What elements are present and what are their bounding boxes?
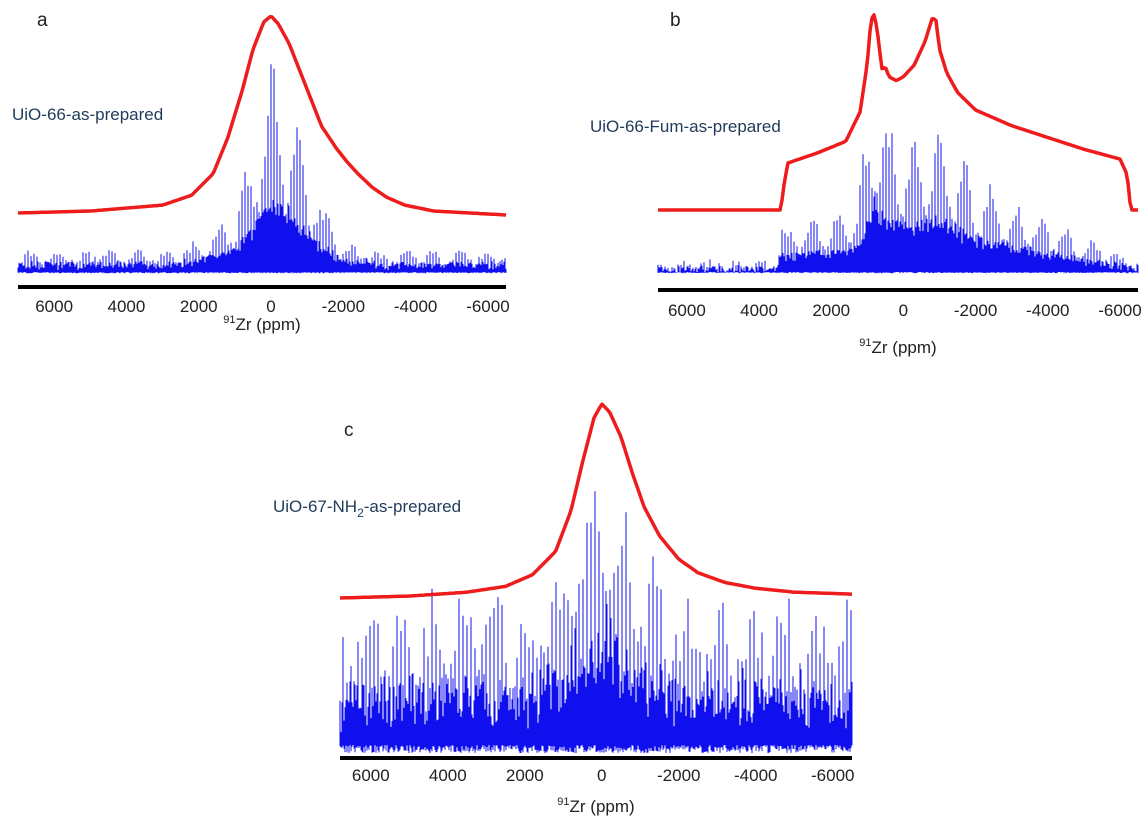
- panel-a-tick-labels: 6000 4000 2000 0 -2000 -4000 -6000: [35, 297, 509, 316]
- panel-c-x-axis-label-superscript: 91: [557, 796, 569, 808]
- tick-label: 4000: [740, 301, 778, 320]
- tick-label: -2000: [954, 301, 997, 320]
- simulated-spectrum: [658, 13, 1138, 212]
- tick-label: -2000: [657, 766, 700, 785]
- panel-a-plot: [17, 15, 507, 274]
- panel-b-letter: b: [670, 10, 681, 31]
- panel-c-tick-labels: 6000 4000 2000 0 -2000 -4000 -6000: [352, 766, 855, 785]
- tick-label: 0: [899, 301, 908, 320]
- panel-b-x-axis-label-main: Zr (ppm): [872, 338, 937, 357]
- panel-a-x-axis-label: 91Zr (ppm): [223, 314, 300, 334]
- tick-label: -6000: [1098, 301, 1141, 320]
- panel-b-sample-label: UiO-66-Fum-as-prepared: [590, 117, 781, 136]
- panel-b: b UiO-66-Fum-as-prepared 6000 4000 2000 0 -2…: [590, 10, 1142, 357]
- panel-c-sample-label-tail: -as-prepared: [364, 497, 461, 516]
- panel-a: a UiO-66-as-prepared 6000 4000 2000 0 -2000 -…: [12, 10, 510, 334]
- panel-a-x-axis-label-main: Zr (ppm): [236, 315, 301, 334]
- panel-c-letter: c: [344, 420, 354, 441]
- tick-label: -6000: [811, 766, 854, 785]
- tick-label: 6000: [352, 766, 390, 785]
- panel-c-sample-label: UiO-67-NH2-as-prepared: [273, 497, 461, 520]
- tick-label: -6000: [466, 297, 509, 316]
- tick-label: 4000: [108, 297, 146, 316]
- tick-label: 2000: [506, 766, 544, 785]
- panel-a-x-axis-label-superscript: 91: [223, 314, 235, 326]
- tick-label: 2000: [812, 301, 850, 320]
- panel-c-sample-label-main: UiO-67-NH: [273, 497, 357, 516]
- tick-label: -2000: [322, 297, 365, 316]
- panel-b-x-axis-label: 91Zr (ppm): [859, 337, 936, 357]
- experimental-spectrum: [657, 133, 1139, 274]
- panel-b-x-axis-label-superscript: 91: [859, 337, 871, 349]
- panel-c-x-axis-label: 91Zr (ppm): [557, 796, 634, 816]
- panel-b-tick-labels: 6000 4000 2000 0 -2000 -4000 -6000: [668, 301, 1142, 320]
- experimental-spectrum: [339, 491, 853, 754]
- tick-label: 6000: [35, 297, 73, 316]
- panel-a-letter: a: [37, 10, 48, 31]
- panel-c-plot: [339, 402, 853, 754]
- panel-a-sample-label: UiO-66-as-prepared: [12, 105, 163, 124]
- panel-c: c UiO-67-NH2-as-prepared 6000 4000 2000 0 -2…: [273, 402, 855, 816]
- tick-label: 0: [597, 766, 606, 785]
- tick-label: -4000: [1026, 301, 1069, 320]
- simulated-spectrum: [17, 15, 507, 217]
- tick-label: 4000: [429, 766, 467, 785]
- panel-b-plot: [657, 13, 1139, 274]
- panel-c-x-axis-label-main: Zr (ppm): [570, 797, 635, 816]
- tick-label: 2000: [180, 297, 218, 316]
- experimental-spectrum: [17, 64, 507, 274]
- tick-label: 6000: [668, 301, 706, 320]
- panel-c-sample-label-subscript: 2: [357, 506, 364, 520]
- tick-label: -4000: [394, 297, 437, 316]
- tick-label: 0: [266, 297, 275, 316]
- simulated-spectrum: [339, 402, 852, 600]
- tick-label: -4000: [734, 766, 777, 785]
